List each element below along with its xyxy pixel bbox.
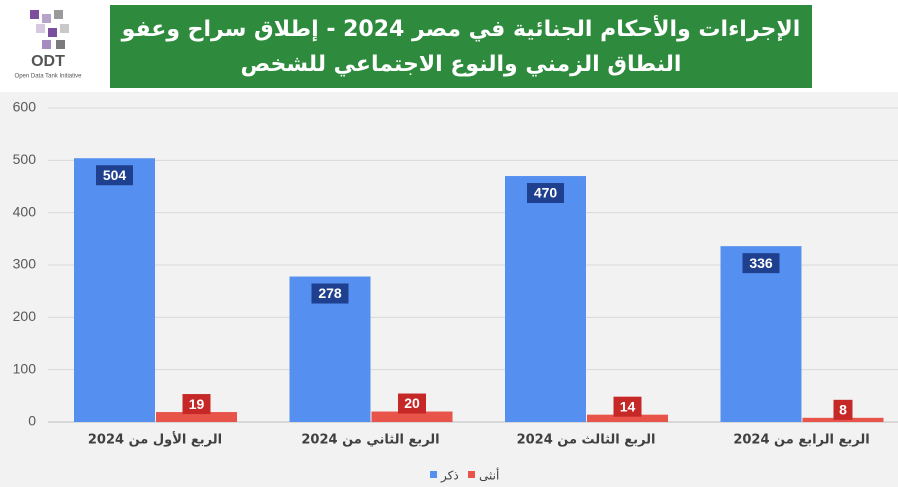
x-tick-label: الربع الأول من 2024 xyxy=(88,431,222,448)
chart-title: الإجراءات والأحكام الجنائية في مصر 2024 … xyxy=(121,14,801,42)
y-tick-label: 500 xyxy=(13,151,37,167)
value-label-box xyxy=(182,394,211,415)
bar xyxy=(802,417,884,422)
y-tick-label: 300 xyxy=(13,256,37,272)
logo: ODT Open Data Tank Initiative xyxy=(15,10,83,80)
x-tick-label: الربع الثاني من 2024 xyxy=(301,433,439,448)
bar xyxy=(720,246,802,422)
legend-label: أنثى xyxy=(479,468,499,483)
y-tick-label: 400 xyxy=(13,203,37,219)
x-tick-label: الربع الرابع من 2024 xyxy=(733,433,869,448)
value-label: 470 xyxy=(534,185,558,201)
bar xyxy=(74,158,155,423)
value-label: 278 xyxy=(318,285,342,301)
value-label: 8 xyxy=(839,402,847,418)
y-tick-label: 100 xyxy=(13,360,37,376)
value-label-box xyxy=(613,396,642,417)
logo-tagline: Open Data Tank Initiative xyxy=(15,74,83,80)
y-tick-label: 200 xyxy=(13,308,37,324)
value-label: 20 xyxy=(404,395,420,411)
value-label: 14 xyxy=(620,398,636,414)
legend-swatch xyxy=(468,471,475,478)
value-label-box xyxy=(311,283,349,304)
bar xyxy=(587,414,668,422)
value-label-box xyxy=(527,183,564,204)
value-label-box xyxy=(833,399,853,420)
value-label: 336 xyxy=(749,255,773,271)
chart-title: النطاق الزمني والنوع الاجتماعي للشخص xyxy=(241,52,682,77)
title-box xyxy=(110,5,812,88)
bar xyxy=(156,412,237,422)
bar xyxy=(371,411,453,422)
y-tick-label: 0 xyxy=(28,413,36,429)
value-label-box xyxy=(398,393,426,414)
logo-name: ODT xyxy=(31,53,65,70)
bar xyxy=(505,176,586,422)
y-tick-label: 600 xyxy=(13,99,37,115)
value-label: 504 xyxy=(103,167,127,183)
x-tick-label: الربع الثالث من 2024 xyxy=(517,433,656,448)
legend-label: ذكر xyxy=(440,469,459,484)
value-label-box xyxy=(742,253,780,274)
value-label: 19 xyxy=(189,396,205,412)
value-label-box xyxy=(96,165,133,186)
legend-swatch xyxy=(430,471,437,478)
